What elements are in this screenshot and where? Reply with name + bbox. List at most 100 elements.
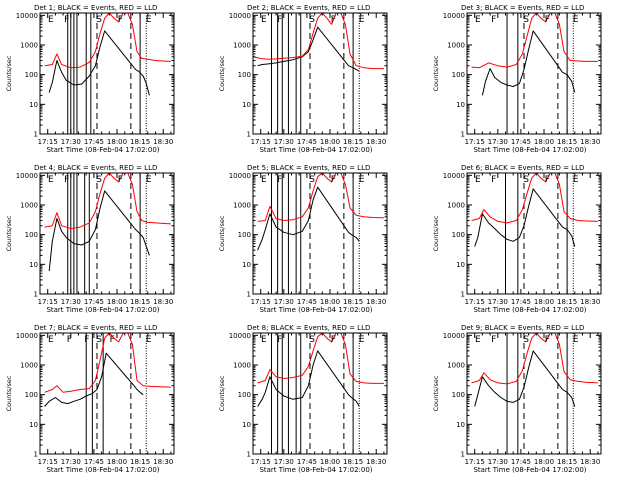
x-tick-label: 18:00 [534, 458, 554, 466]
x-tick-label: 17:15 [38, 458, 58, 466]
x-tick-label: 17:30 [61, 458, 81, 466]
y-tick-label: 10000 [229, 172, 251, 180]
x-tick-label: 18:00 [107, 138, 127, 146]
plot-frame [252, 172, 388, 295]
y-tick-label: 1 [247, 291, 251, 299]
y-tick-label: 10000 [16, 332, 38, 340]
events-line [44, 352, 144, 407]
x-tick-label: 18:15 [130, 138, 150, 146]
x-tick-label: 18:30 [580, 458, 600, 466]
panel-title: Det 8; BLACK = Events, RED = LLD [247, 324, 370, 332]
y-tick-label: 10000 [16, 172, 38, 180]
attenuator-flag: S [523, 335, 529, 345]
plot-frame [466, 12, 602, 135]
x-tick-label: 17:45 [511, 458, 531, 466]
y-tick-label: 1000 [20, 202, 38, 210]
events-line [474, 350, 576, 407]
x-tick-label: 18:15 [557, 138, 577, 146]
x-axis-title: Start Time (08-Feb-04 17:02:00) [473, 306, 586, 314]
x-tick-label: 17:15 [251, 458, 271, 466]
attenuator-flag: F [67, 335, 72, 345]
attenuator-flag: F [64, 175, 69, 185]
y-axis-title: Counts/sec [218, 55, 226, 91]
lld-line [44, 12, 171, 69]
x-tick-label: 17:15 [251, 138, 271, 146]
y-tick-label: 1 [34, 291, 38, 299]
x-tick-label: 18:15 [343, 298, 363, 306]
x-tick-label: 17:45 [297, 458, 317, 466]
events-line [481, 30, 576, 96]
lld-line [471, 12, 598, 69]
plot-frame [252, 12, 388, 135]
y-axis-title: Counts/sec [5, 375, 13, 411]
x-tick-label: 17:15 [38, 138, 58, 146]
x-tick-label: 18:30 [366, 138, 386, 146]
x-tick-label: 17:15 [465, 138, 485, 146]
events-line [48, 30, 150, 96]
attenuator-flag: F [331, 175, 336, 185]
attenuator-flag: E [261, 335, 267, 345]
attenuator-flag: E [146, 335, 152, 345]
plot-frame [466, 332, 602, 455]
x-tick-label: 18:30 [153, 138, 173, 146]
panel-title: Det 1; BLACK = Events, RED = LLD [34, 4, 157, 12]
y-tick-label: 10 [242, 421, 251, 429]
events-line [474, 188, 576, 247]
x-axis-title: Start Time (08-Feb-04 17:02:00) [473, 466, 586, 474]
y-tick-label: 10000 [443, 332, 465, 340]
attenuator-flag: E [475, 175, 481, 185]
x-tick-label: 18:15 [557, 458, 577, 466]
y-tick-label: 1000 [447, 362, 465, 370]
attenuator-flag: F [545, 335, 550, 345]
panel-title: Det 9; BLACK = Events, RED = LLD [461, 324, 584, 332]
plot-frame [252, 332, 388, 455]
events-line [48, 190, 150, 271]
x-tick-label: 18:00 [534, 298, 554, 306]
x-axis-title: Start Time (08-Feb-04 17:02:00) [46, 146, 159, 154]
y-tick-label: 10 [242, 261, 251, 269]
x-tick-label: 18:15 [130, 458, 150, 466]
panel-title: Det 3; BLACK = Events, RED = LLD [461, 4, 584, 12]
attenuator-flag: F [545, 175, 550, 185]
x-tick-label: 17:45 [297, 138, 317, 146]
attenuator-flag: F [277, 15, 282, 25]
x-tick-label: 17:45 [297, 298, 317, 306]
y-tick-label: 10000 [229, 12, 251, 20]
y-tick-label: 100 [452, 231, 465, 239]
attenuator-flag: S [96, 15, 102, 25]
attenuator-flag: S [309, 15, 315, 25]
x-tick-label: 18:00 [320, 298, 340, 306]
x-tick-label: 17:45 [84, 298, 104, 306]
plot-frame [39, 12, 175, 135]
y-tick-label: 1000 [447, 202, 465, 210]
attenuator-flag: S [309, 175, 315, 185]
y-tick-label: 100 [452, 71, 465, 79]
attenuator-flag: E [48, 175, 54, 185]
y-tick-label: 1 [461, 291, 465, 299]
attenuator-flag: S [96, 175, 102, 185]
x-tick-label: 18:30 [580, 138, 600, 146]
y-tick-label: 10000 [16, 12, 38, 20]
attenuator-flag: F [64, 15, 69, 25]
attenuator-flag: F [277, 175, 282, 185]
y-axis-title: Counts/sec [432, 215, 440, 251]
panel-title: Det 5; BLACK = Events, RED = LLD [247, 164, 370, 172]
y-tick-label: 1 [461, 451, 465, 459]
panel-title: Det 4; BLACK = Events, RED = LLD [34, 164, 157, 172]
y-tick-label: 10000 [443, 172, 465, 180]
x-tick-label: 17:30 [61, 138, 81, 146]
y-tick-label: 10 [242, 101, 251, 109]
x-tick-label: 18:30 [153, 458, 173, 466]
x-tick-label: 18:00 [534, 138, 554, 146]
attenuator-flag: E [475, 335, 481, 345]
x-tick-label: 18:00 [320, 138, 340, 146]
y-tick-label: 1 [461, 131, 465, 139]
events-line [257, 350, 360, 407]
y-tick-label: 10 [29, 101, 38, 109]
y-axis-title: Counts/sec [432, 375, 440, 411]
x-tick-label: 17:30 [488, 458, 508, 466]
y-tick-label: 10000 [229, 332, 251, 340]
